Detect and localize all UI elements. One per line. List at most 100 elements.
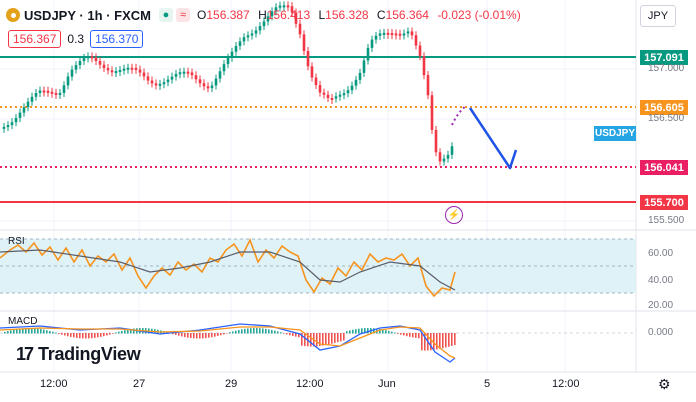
buy-button[interactable]: 156.370	[90, 30, 144, 48]
candle-body	[86, 56, 90, 59]
macd-bar	[334, 333, 336, 343]
candle-body	[186, 71, 190, 74]
macd-bar	[343, 333, 345, 341]
macd-bar	[121, 330, 123, 334]
macd-bar	[67, 333, 69, 337]
macd-bar	[187, 333, 189, 338]
candle-body	[282, 5, 286, 8]
macd-bar	[364, 328, 366, 334]
candle-body	[222, 64, 226, 72]
currency-selector[interactable]: JPY	[640, 5, 676, 27]
macd-bar	[25, 328, 27, 334]
macd-bar	[430, 333, 432, 351]
macd-bar	[172, 333, 174, 335]
rsi-level: 20.00	[648, 300, 674, 311]
macd-bar	[85, 333, 87, 339]
candle-body	[334, 96, 338, 99]
macd-bar	[397, 333, 399, 334]
candle-body	[142, 72, 146, 77]
candle-body	[258, 26, 262, 31]
logo-icon: 17	[16, 344, 34, 364]
status-dot-icon[interactable]: ●	[159, 8, 173, 22]
candle-body	[354, 79, 358, 86]
spread-value: 0.3	[67, 32, 85, 46]
macd-bar	[451, 333, 453, 346]
time-tick: 5	[484, 378, 491, 390]
candle-body	[58, 92, 62, 95]
symbol-name[interactable]: USDJPY · 1h · FXCM	[24, 7, 151, 23]
candle-body	[406, 31, 410, 34]
candle-body	[194, 75, 198, 80]
macd-bar	[394, 332, 396, 334]
macd-bar	[10, 330, 12, 334]
macd-bar	[232, 331, 234, 334]
time-tick: 12:00	[552, 378, 580, 390]
axis-tick: 156.500	[648, 113, 685, 124]
candle-body	[70, 69, 74, 77]
macd-bar	[361, 328, 363, 334]
candle-body	[398, 33, 402, 36]
candle-body	[166, 79, 170, 83]
macd-bar	[196, 333, 198, 339]
candle-body	[150, 80, 154, 84]
macd-bar	[94, 333, 96, 338]
macd-bar	[400, 333, 402, 335]
macd-level: 0.000	[648, 327, 674, 338]
macd-bar	[412, 333, 414, 338]
macd-bar	[352, 329, 354, 334]
macd-bar	[190, 333, 192, 339]
candle-body	[62, 85, 66, 93]
candle-body	[214, 78, 218, 86]
macd-bar	[262, 328, 264, 334]
candle-body	[274, 7, 278, 12]
candle-body	[114, 71, 118, 74]
macd-bar	[445, 333, 447, 348]
candle-body	[318, 85, 322, 93]
candle-body	[102, 64, 106, 69]
macd-bar	[205, 333, 207, 339]
flash-icon[interactable]: ⚡	[445, 206, 463, 224]
candle-body	[198, 79, 202, 84]
macd-bar	[388, 330, 390, 334]
candle-body	[250, 33, 254, 36]
candle-body	[182, 71, 186, 74]
macd-bar	[283, 333, 285, 334]
candle-body	[170, 76, 174, 80]
candle-body	[278, 5, 282, 8]
symbol-header: USDJPY · 1h · FXCM ● ≈ O156.387 H156.413…	[6, 5, 526, 25]
macd-bar	[331, 333, 333, 344]
candle-body	[190, 72, 194, 76]
candle-body	[178, 72, 182, 75]
macd-bar	[7, 331, 9, 334]
macd-bar	[385, 330, 387, 334]
macd-bar	[73, 333, 75, 338]
macd-bar	[40, 329, 42, 334]
candle-body	[126, 67, 130, 70]
candle-body	[386, 32, 390, 35]
candle-body	[2, 126, 6, 129]
time-tick: 27	[133, 378, 146, 390]
macd-bar	[328, 333, 330, 345]
macd-bar	[391, 331, 393, 334]
macd-bar	[301, 333, 303, 346]
macd-bar	[295, 333, 297, 337]
wave-icon[interactable]: ≈	[176, 8, 190, 22]
candle-body	[366, 47, 370, 61]
macd-bar	[103, 333, 105, 337]
macd-bar	[202, 333, 204, 339]
macd-bar	[16, 329, 18, 334]
sell-button[interactable]: 156.367	[8, 30, 62, 48]
candle-body	[202, 83, 206, 87]
macd-bar	[319, 333, 321, 347]
candle-body	[350, 85, 354, 91]
macd-bar	[64, 333, 66, 336]
rsi-label[interactable]: RSI	[8, 236, 25, 247]
macd-bar	[91, 333, 93, 339]
settings-icon[interactable]: ⚙	[658, 376, 671, 392]
candle-body	[230, 51, 234, 58]
macd-label[interactable]: MACD	[8, 316, 38, 327]
candle-body	[146, 76, 150, 81]
candle-body	[306, 50, 310, 67]
macd-bar	[253, 328, 255, 334]
